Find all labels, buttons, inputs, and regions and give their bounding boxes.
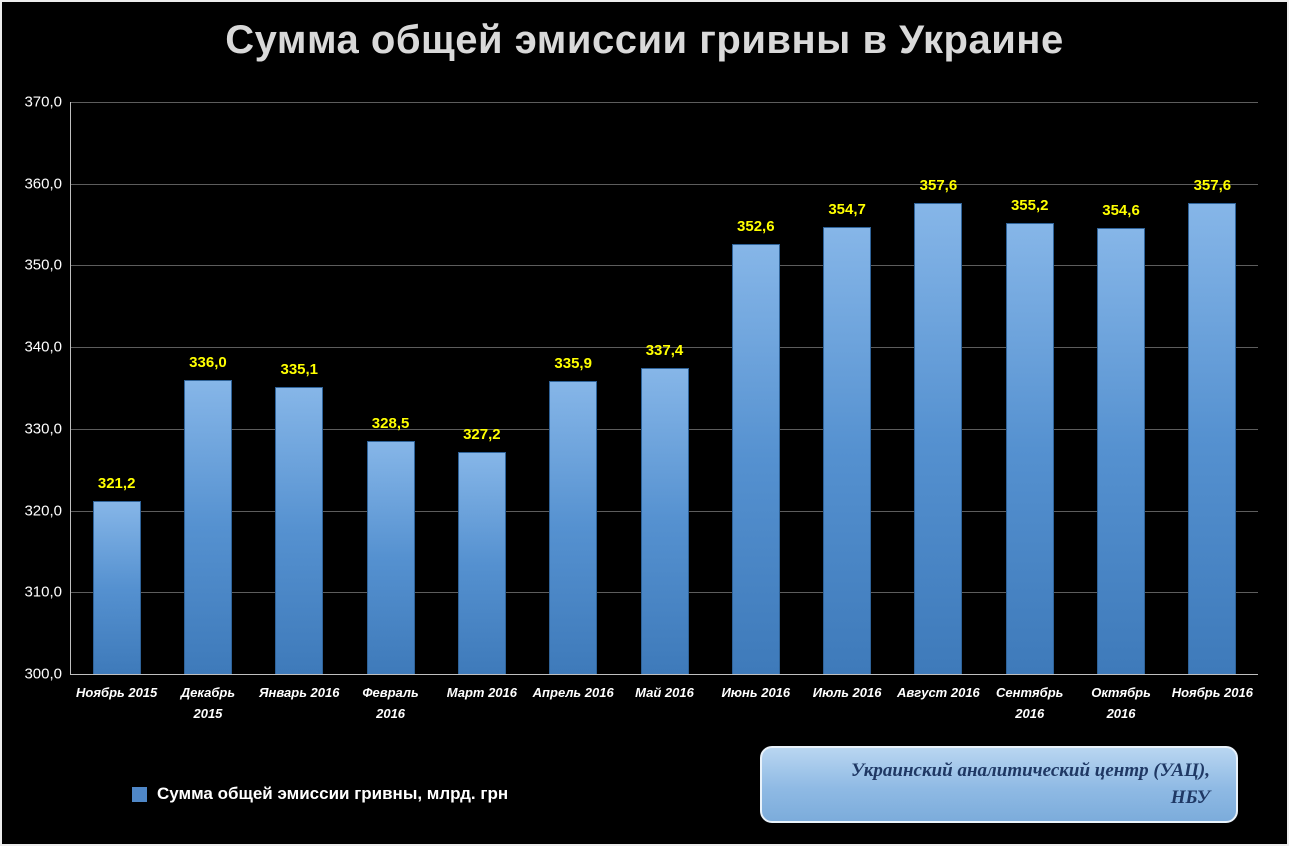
gridline	[71, 183, 1258, 185]
bar	[366, 441, 415, 674]
bar-value-label: 354,6	[1102, 201, 1140, 219]
y-axis-tick-label: 320,0	[24, 502, 62, 520]
x-axis-label: Январь 2016	[259, 685, 340, 700]
gridline	[71, 102, 1258, 103]
bar	[275, 387, 324, 674]
bar-value-label: 337,4	[645, 342, 684, 360]
bar	[183, 379, 232, 674]
y-axis-tick-label: 330,0	[24, 420, 62, 438]
x-axis-label: Декабрь 2015	[180, 685, 236, 721]
legend: Сумма общей эмиссии гривны, млрд. грн	[132, 784, 508, 804]
x-axis-label: Сентябрь 2016	[996, 685, 1064, 721]
bar	[640, 368, 689, 674]
source-line-1: Украинский аналитический центр (УАЦ),	[851, 760, 1210, 781]
x-axis-label: Февраль 2016	[362, 685, 419, 721]
bar-value-label: 357,6	[1193, 177, 1232, 195]
legend-label: Сумма общей эмиссии гривны, млрд. грн	[157, 784, 509, 803]
x-axis-label: Ноябрь 2015	[76, 685, 158, 700]
source-box: Украинский аналитический центр (УАЦ), НБ…	[760, 746, 1238, 823]
x-axis-label: Апрель 2016	[532, 685, 614, 700]
x-axis-label: Ноябрь 2016	[1171, 685, 1253, 700]
x-axis-label: Август 2016	[897, 685, 980, 700]
y-axis-tick-label: 360,0	[24, 175, 62, 193]
chart-title: Сумма общей эмиссии гривны в Украине	[225, 18, 1064, 62]
bar-value-label: 354,7	[828, 201, 866, 219]
gridline	[71, 347, 1258, 349]
bar	[1005, 222, 1054, 674]
bar-value-label: 335,9	[554, 354, 592, 372]
bar-value-label: 328,5	[371, 415, 410, 433]
bar	[1188, 203, 1237, 674]
y-axis-tick-label: 370,0	[24, 93, 62, 111]
x-axis-label: Октябрь 2016	[1091, 685, 1151, 721]
bar	[457, 451, 506, 674]
bar	[549, 380, 598, 674]
bar-value-label: 336,0	[189, 353, 227, 371]
bar	[731, 244, 780, 674]
y-axis-tick-label: 300,0	[24, 665, 62, 683]
bar	[1097, 227, 1146, 674]
bar-value-label: 321,2	[97, 474, 136, 492]
bar-value-label: 335,1	[280, 361, 319, 379]
x-axis-label: Июнь 2016	[721, 685, 791, 700]
x-axis-label: Май 2016	[635, 685, 694, 700]
x-axis-label: Март 2016	[446, 685, 517, 700]
plot-area: 300,0 310,0 320,0 330,0 340,0 350,0 360,0 370,0…	[24, 94, 1258, 721]
y-axis-tick-label: 340,0	[24, 338, 62, 356]
gridline	[71, 265, 1258, 267]
bar	[92, 500, 141, 674]
y-axis-tick-label: 310,0	[24, 583, 62, 601]
y-axis-tick-label: 350,0	[24, 256, 62, 274]
bar-value-label: 352,6	[737, 218, 775, 236]
bar-value-label: 355,2	[1010, 196, 1049, 214]
x-axis-label: Июль 2016	[812, 685, 882, 700]
bar-value-label: 327,2	[463, 425, 501, 443]
bar	[823, 227, 872, 674]
legend-marker-icon	[132, 786, 147, 802]
source-line-2: НБУ	[1170, 786, 1210, 808]
bar	[914, 203, 963, 674]
bar-value-label: 357,6	[919, 177, 958, 195]
